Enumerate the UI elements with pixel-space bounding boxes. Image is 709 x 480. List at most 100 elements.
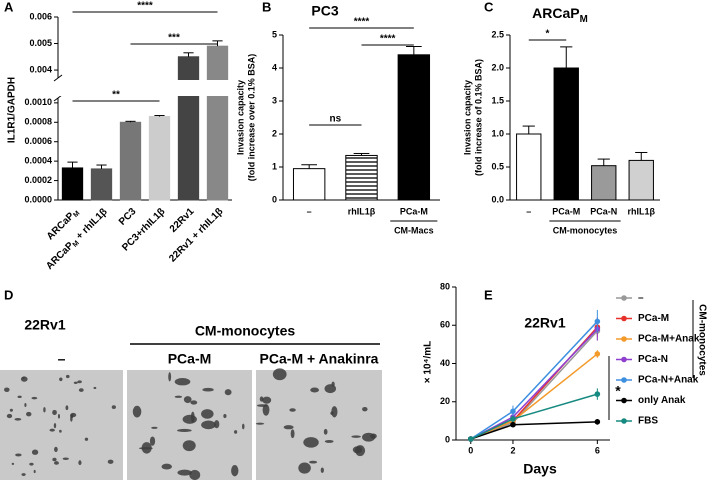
x-tick-label-part: M bbox=[73, 210, 82, 219]
panel-letter: A bbox=[4, 0, 14, 14]
cell-blob bbox=[73, 381, 78, 384]
micrograph bbox=[0, 370, 123, 480]
cell-blob bbox=[54, 446, 58, 452]
legend-label: PCa-N+Anak bbox=[638, 375, 699, 386]
cell-blob bbox=[202, 387, 214, 392]
cell-blob bbox=[177, 469, 192, 476]
bar bbox=[553, 67, 579, 201]
bar bbox=[516, 133, 542, 201]
chart-title: ARCaPM bbox=[532, 5, 588, 25]
cell-blob bbox=[151, 426, 158, 429]
bar bbox=[177, 56, 200, 201]
legend-label: – bbox=[638, 293, 644, 304]
y-axis-label: Invasion capacity bbox=[235, 80, 245, 155]
cell-blob bbox=[182, 440, 196, 452]
cell-blob bbox=[303, 437, 319, 448]
cell-blob bbox=[31, 449, 39, 455]
cell-blob bbox=[298, 462, 311, 474]
cell-blob bbox=[57, 413, 60, 419]
cell-blob bbox=[324, 439, 334, 443]
significance-label: *** bbox=[168, 33, 180, 44]
panel-letter: C bbox=[484, 0, 494, 14]
bar bbox=[345, 154, 378, 201]
chart-title: 22Rv1 bbox=[524, 315, 565, 331]
y-tick-label: 4 bbox=[272, 62, 277, 72]
cell-blob bbox=[26, 411, 32, 417]
panel-title: 22Rv1 bbox=[24, 317, 65, 333]
legend-marker bbox=[621, 315, 627, 322]
cell-blob bbox=[174, 377, 191, 386]
cell-blob bbox=[33, 469, 36, 474]
cell-blob bbox=[234, 430, 238, 434]
y-tick-label: 0.0006 bbox=[24, 136, 52, 146]
chart-title-part: M bbox=[580, 14, 588, 25]
cell-blob bbox=[21, 473, 26, 476]
cell-blob bbox=[107, 459, 114, 464]
significance-label: **** bbox=[380, 34, 396, 45]
x-tick-label: PCa-N bbox=[590, 206, 617, 216]
cell-blob bbox=[262, 396, 272, 404]
group-label: CM-monocytes bbox=[553, 225, 618, 235]
cell-blob bbox=[272, 368, 287, 381]
cell-blob bbox=[54, 461, 59, 465]
y-axis-label: IL1R1/GAPDH bbox=[7, 77, 18, 143]
data-point bbox=[594, 419, 601, 425]
cell-blob bbox=[78, 460, 82, 466]
group-label: CM-Macs bbox=[394, 225, 434, 235]
cell-blob bbox=[351, 435, 361, 438]
data-point bbox=[510, 421, 516, 428]
legend-marker bbox=[621, 295, 627, 301]
group-label: CM-monocytes bbox=[195, 323, 296, 339]
y-tick-label: 0.0 bbox=[491, 194, 504, 204]
cell-blob bbox=[22, 376, 25, 379]
y-tick-label: 0.006 bbox=[29, 11, 52, 21]
axis-break bbox=[53, 74, 63, 82]
data-point bbox=[510, 416, 516, 422]
cell-blob bbox=[17, 395, 22, 398]
y-tick-label: 2.5 bbox=[491, 29, 504, 39]
data-point bbox=[467, 436, 474, 442]
y-tick-label: 3 bbox=[272, 95, 277, 105]
x-tick-label: rhIL1β bbox=[628, 206, 656, 216]
cell-blob bbox=[15, 453, 22, 457]
cell-blob bbox=[24, 402, 27, 408]
y-tick-label: 0.0010 bbox=[24, 97, 52, 107]
cell-blob bbox=[9, 408, 13, 412]
significance-label: **** bbox=[137, 1, 153, 12]
panel-letter: D bbox=[4, 287, 13, 302]
legend-label: PCa-M bbox=[638, 313, 669, 324]
cell-blob bbox=[214, 420, 220, 429]
cell-blob bbox=[70, 416, 73, 422]
bar bbox=[119, 121, 142, 201]
cell-blob bbox=[362, 406, 368, 412]
legend-label: only Anak bbox=[638, 395, 686, 406]
y-tick-label: 1 bbox=[272, 161, 277, 171]
cell-blob bbox=[49, 428, 55, 432]
data-point bbox=[510, 408, 516, 415]
chart-title: PC3 bbox=[311, 3, 338, 19]
y-tick-label: 20 bbox=[440, 396, 450, 406]
axis-break-gap bbox=[59, 80, 233, 96]
y-tick-label: 0 bbox=[272, 194, 277, 204]
cell-blob bbox=[78, 388, 84, 392]
y-axis-label: × 10⁴/mL bbox=[423, 341, 434, 383]
legend-marker bbox=[621, 356, 627, 363]
legend-marker bbox=[621, 397, 627, 404]
cell-blob bbox=[182, 414, 197, 424]
x-axis-label: Days bbox=[523, 461, 557, 477]
cell-blob bbox=[59, 377, 63, 382]
x-tick-label: rhIL1β bbox=[348, 206, 376, 216]
cell-blob bbox=[370, 433, 377, 439]
cell-blob bbox=[262, 404, 270, 416]
cell-blob bbox=[77, 380, 82, 384]
cell-blob bbox=[14, 417, 22, 421]
cell-blob bbox=[355, 445, 366, 457]
cell-blob bbox=[320, 467, 324, 473]
cell-blob bbox=[309, 460, 318, 464]
cell-blob bbox=[70, 412, 77, 418]
y-tick-label: 80 bbox=[440, 281, 450, 291]
cell-blob bbox=[256, 404, 268, 407]
y-tick-label: 0.0002 bbox=[24, 175, 52, 185]
cell-blob bbox=[289, 408, 296, 412]
